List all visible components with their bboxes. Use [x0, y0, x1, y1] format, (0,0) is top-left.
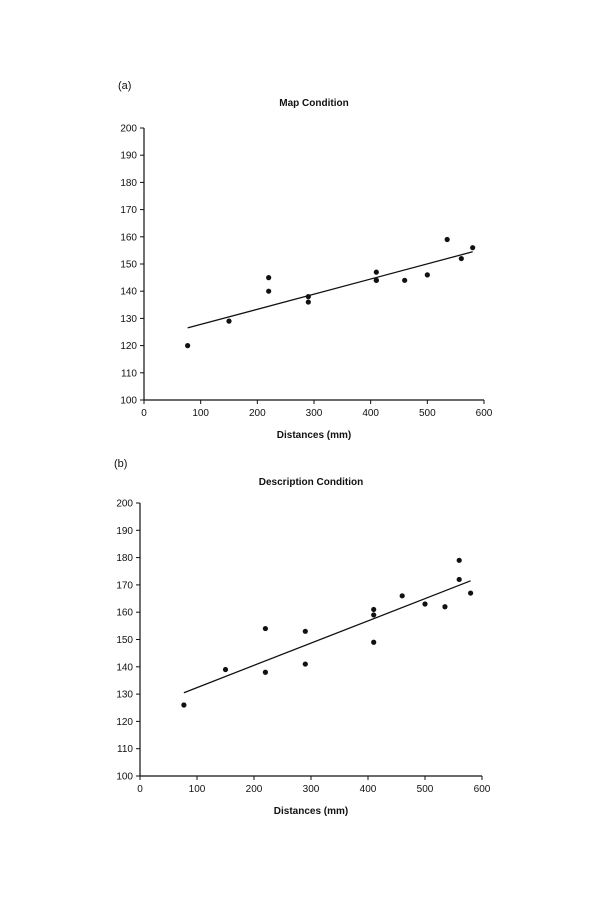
scatter-chart-map-condition: 100 110 120 130 140 150 160 170 180 190 200 0 100 200… — [120, 124, 493, 420]
data-point-a-13 — [470, 245, 476, 251]
data-point-b-1 — [222, 666, 229, 673]
y-tick-label-a-180: 180 — [120, 178, 137, 189]
panel-label-a: (a) — [118, 80, 132, 92]
x-tick-label-b-100: 100 — [189, 784, 206, 795]
y-tick-label-b-160: 160 — [116, 608, 133, 619]
data-point-b-9 — [399, 593, 405, 599]
x-tick-label-a-200: 200 — [249, 408, 266, 419]
x-tick-label-b-500: 500 — [417, 784, 434, 795]
trendline-a — [187, 251, 473, 329]
y-tick-label-b-190: 190 — [116, 526, 133, 537]
data-point-b-6 — [371, 606, 377, 613]
x-tick-label-a-400: 400 — [362, 408, 379, 419]
data-point-a-5 — [305, 299, 311, 305]
data-point-a-2 — [266, 275, 272, 281]
y-tick-label-a-200: 200 — [120, 124, 137, 135]
x-tick-label-a-0: 0 — [141, 408, 147, 419]
y-tick-label-b-120: 120 — [116, 717, 133, 728]
data-point-b-0 — [181, 702, 187, 708]
data-point-a-12 — [458, 255, 464, 262]
data-point-b-12 — [456, 557, 462, 563]
data-point-a-11 — [444, 236, 450, 243]
x-tick-label-b-200: 200 — [246, 784, 263, 795]
data-point-a-9 — [402, 277, 408, 283]
y-tick-label-b-200: 200 — [116, 499, 133, 510]
y-tick-label-b-140: 140 — [116, 662, 133, 673]
x-tick-label-b-600: 600 — [474, 784, 491, 795]
data-point-a-1 — [226, 318, 232, 324]
data-point-a-0 — [185, 343, 191, 349]
trendline-b — [183, 580, 471, 694]
data-point-a-4 — [305, 294, 311, 300]
x-tick-label-a-500: 500 — [419, 408, 436, 419]
data-point-b-8 — [371, 639, 377, 645]
x-tick-label-b-400: 400 — [360, 784, 377, 795]
x-tick-label-b-300: 300 — [303, 784, 320, 795]
data-point-b-10 — [422, 601, 428, 607]
chart-title-b: Description Condition — [258, 477, 364, 488]
y-tick-label-b-150: 150 — [116, 635, 133, 646]
y-tick-label-a-130: 130 — [120, 314, 137, 325]
x-axis-label-a: Distances (mm) — [276, 430, 352, 441]
y-tick-label-b-100: 100 — [116, 772, 133, 783]
data-point-b-14 — [468, 590, 474, 596]
y-tick-label-a-170: 170 — [120, 205, 137, 216]
data-point-b-4 — [302, 628, 308, 634]
data-point-b-5 — [302, 661, 308, 667]
x-axis-label-b: Distances (mm) — [273, 806, 349, 817]
y-tick-label-a-150: 150 — [120, 260, 137, 271]
y-tick-label-a-160: 160 — [120, 232, 137, 243]
y-tick-label-b-110: 110 — [117, 744, 133, 755]
y-tick-label-a-120: 120 — [120, 341, 137, 352]
data-point-a-6 — [373, 269, 379, 275]
y-tick-label-a-110: 110 — [121, 368, 137, 379]
y-tick-label-b-180: 180 — [116, 553, 133, 564]
panel-label-b: (b) — [114, 458, 128, 470]
x-tick-label-a-300: 300 — [306, 408, 323, 419]
y-tick-label-b-170: 170 — [116, 580, 133, 591]
data-point-a-3 — [266, 288, 272, 294]
data-point-b-11 — [442, 604, 448, 610]
data-point-a-8 — [373, 277, 379, 283]
x-tick-label-a-600: 600 — [476, 408, 493, 419]
y-tick-label-a-190: 190 — [120, 151, 137, 162]
data-point-b-2 — [262, 625, 268, 632]
data-point-b-3 — [262, 669, 268, 675]
y-tick-label-a-100: 100 — [120, 396, 137, 407]
data-point-a-10 — [424, 272, 430, 278]
data-point-b-7 — [371, 612, 377, 618]
data-point-b-13 — [456, 576, 462, 583]
x-tick-label-a-100: 100 — [192, 408, 209, 419]
y-tick-label-b-130: 130 — [116, 690, 133, 701]
x-tick-label-b-0: 0 — [137, 784, 143, 795]
y-tick-label-a-140: 140 — [120, 287, 137, 298]
chart-title-a: Map Condition — [279, 98, 349, 109]
